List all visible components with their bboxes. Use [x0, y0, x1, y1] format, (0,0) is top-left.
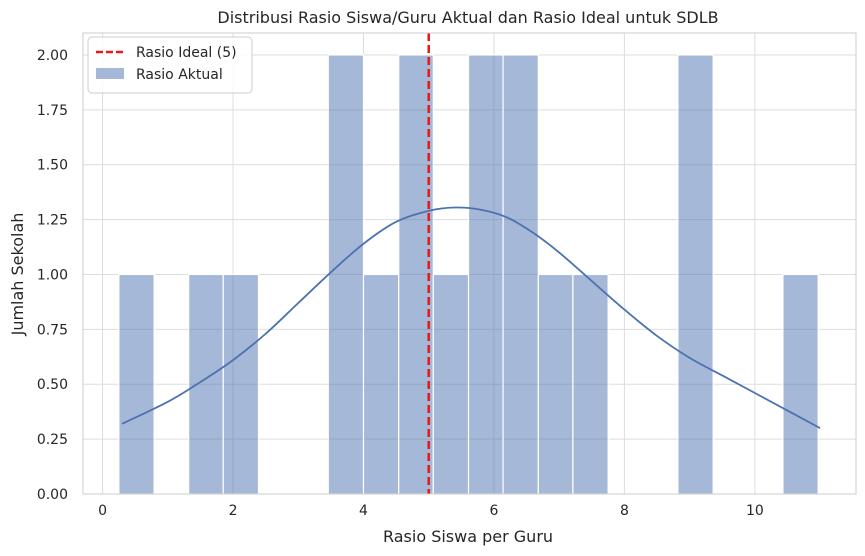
- y-tick-label: 1.50: [37, 158, 68, 174]
- legend-actual-swatch: [96, 68, 124, 79]
- x-tick-label: 10: [746, 503, 764, 519]
- bars: [118, 54, 819, 495]
- plot-frame: [82, 32, 857, 495]
- y-tick-label: 0.50: [37, 377, 68, 393]
- y-tick-label: 1.25: [37, 213, 68, 229]
- x-tick-label: 4: [359, 503, 368, 519]
- x-tick-label: 2: [229, 503, 238, 519]
- chart-title: Distribusi Rasio Siswa/Guru Aktual dan R…: [217, 8, 718, 27]
- histogram-bar: [502, 54, 539, 495]
- y-tick-label: 1.00: [37, 267, 68, 283]
- legend-ideal-label: Rasio Ideal (5): [136, 45, 237, 61]
- y-tick-label: 0.75: [37, 322, 68, 338]
- x-tick-label: 8: [620, 503, 629, 519]
- histogram-bar: [467, 54, 504, 495]
- y-tick-label: 0.25: [37, 432, 68, 448]
- histogram-bar: [118, 273, 155, 495]
- histogram-bar: [188, 273, 224, 495]
- histogram-bar: [677, 54, 714, 495]
- y-tick-labels: 0.00 0.25 0.50 0.75 1.00 1.25 1.50 1.75 2.00: [37, 48, 68, 503]
- histogram-bar: [222, 273, 260, 495]
- histogram-bar: [432, 273, 470, 495]
- y-tick-label: 0.00: [37, 487, 68, 503]
- legend-box: [87, 36, 253, 94]
- histogram-bar: [362, 273, 400, 495]
- x-tick-label: 6: [490, 503, 499, 519]
- x-tick-label: 0: [98, 503, 107, 519]
- y-tick-label: 2.00: [37, 48, 68, 64]
- legend: Rasio Ideal (5) Rasio Aktual: [87, 36, 253, 94]
- kde-curve: [121, 206, 821, 429]
- x-tick-labels: 0 2 4 6 8 10: [98, 503, 764, 519]
- histogram-bar: [782, 273, 819, 495]
- x-axis-label: Rasio Siswa per Guru: [383, 527, 553, 546]
- histogram-bar: [572, 273, 609, 495]
- histogram-bar: [537, 273, 574, 495]
- y-axis-label: Jumlah Sekolah: [8, 213, 27, 337]
- histogram-bar: [327, 54, 365, 495]
- kde-layer: [121, 206, 821, 429]
- legend-actual-label: Rasio Aktual: [136, 67, 223, 83]
- y-tick-label: 1.75: [37, 103, 68, 119]
